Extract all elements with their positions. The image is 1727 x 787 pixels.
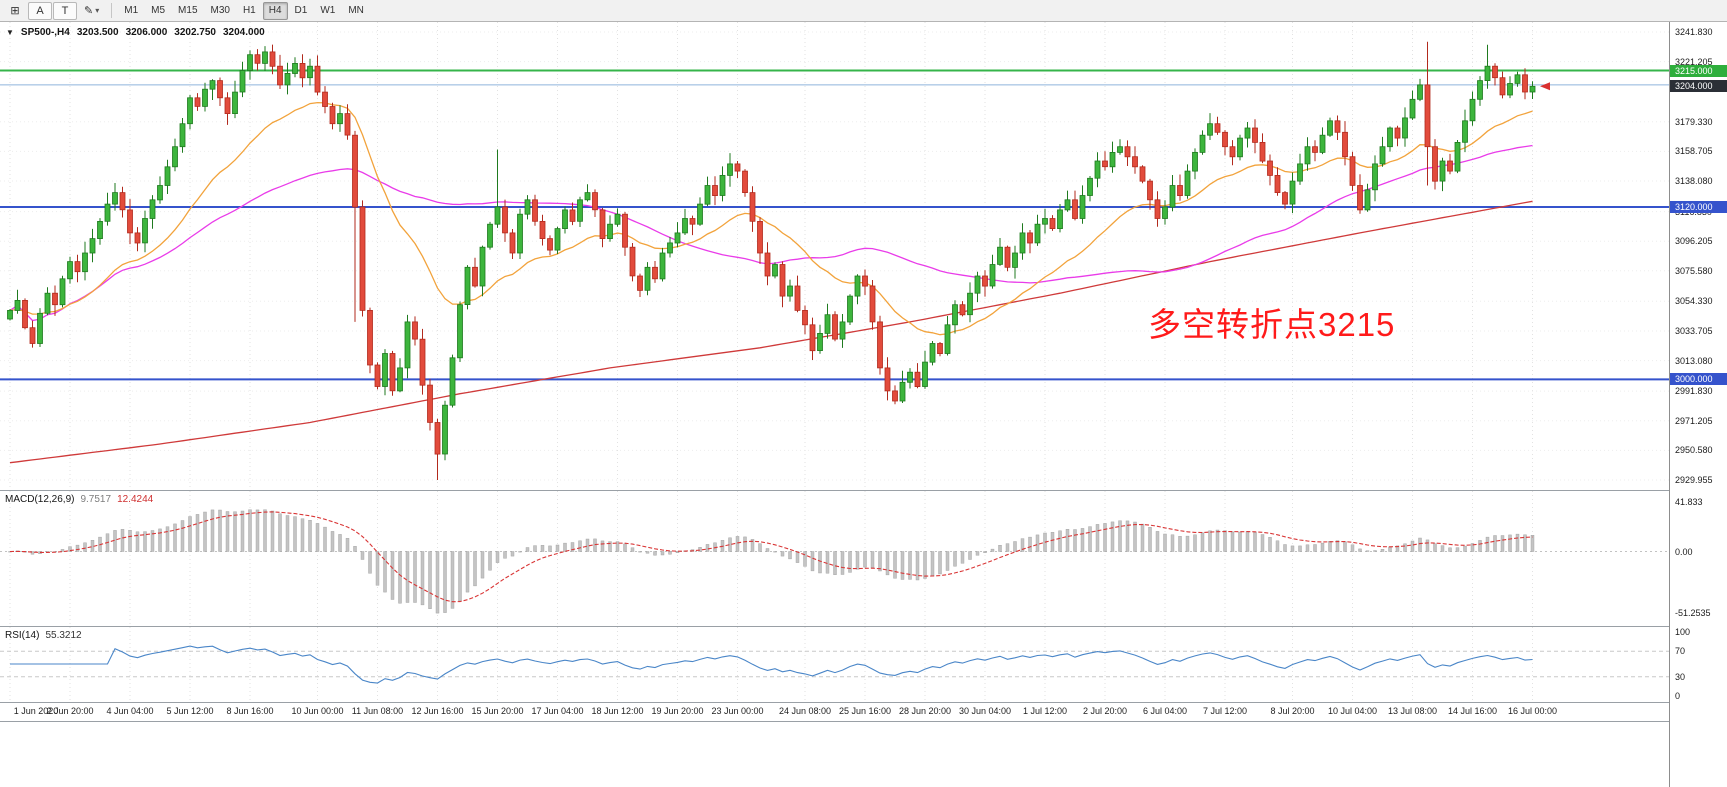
macd-name: MACD(12,26,9) xyxy=(5,494,75,505)
timeframe-button-mn[interactable]: MN xyxy=(348,5,364,16)
price-tick: 3033.705 xyxy=(1675,325,1713,336)
main-chart-canvas[interactable] xyxy=(0,22,1669,490)
ohlc-close: 3204.000 xyxy=(223,27,265,38)
macd-panel-canvas[interactable] xyxy=(0,491,1669,626)
time-axis-label: 4 Jun 04:00 xyxy=(106,706,154,716)
price-axis[interactable]: 3241.830 3221.205 3179.330 3158.705 3138.080… xyxy=(1669,0,1727,787)
time-axis-label: 1 Jun 2020 xyxy=(13,706,59,716)
time-axis-label: 1 Jul 12:00 xyxy=(1022,706,1068,716)
timeframe-button-m5[interactable]: M5 xyxy=(151,5,166,16)
window-bottom-area xyxy=(0,722,1727,787)
price-tick: 2929.955 xyxy=(1675,475,1713,485)
price-tick: 3013.080 xyxy=(1675,355,1713,366)
price-tick: 3075.580 xyxy=(1675,265,1713,276)
chevron-down-icon: ▾ xyxy=(95,6,100,15)
time-axis-label: 8 Jul 20:00 xyxy=(1270,706,1315,716)
panel-separator[interactable] xyxy=(0,490,1727,491)
time-axis-label: 23 Jun 00:00 xyxy=(711,706,764,716)
price-tick: 3054.330 xyxy=(1675,296,1713,307)
macd-axis-label: -51.2535 xyxy=(1675,607,1711,618)
rsi-panel-canvas[interactable] xyxy=(0,627,1669,702)
macd-main-value: 9.7517 xyxy=(80,494,112,505)
toolbar-separator xyxy=(111,3,113,18)
price-tick: 3241.830 xyxy=(1675,27,1713,37)
current-price-arrow xyxy=(1540,82,1550,91)
text-tool-icon: T xyxy=(61,4,69,17)
time-axis-label: 17 Jun 04:00 xyxy=(531,706,584,716)
price-label-3000: 3000.000 xyxy=(1670,373,1727,386)
rsi-name: RSI(14) xyxy=(5,630,40,641)
rsi-axis-label: 70 xyxy=(1675,646,1686,657)
panel-separator[interactable] xyxy=(0,626,1727,627)
timeframe-button-d1[interactable]: D1 xyxy=(294,5,308,16)
time-axis-label: 2 Jun 20:00 xyxy=(46,706,94,716)
time-axis-label: 14 Jul 16:00 xyxy=(1447,706,1498,716)
time-axis-label: 8 Jun 16:00 xyxy=(226,706,274,716)
panel-separator xyxy=(0,702,1727,703)
chart-header: ▼ SP500-,H4 3203.500 3206.000 3202.750 3… xyxy=(6,27,265,38)
timeframe-button-m15[interactable]: M15 xyxy=(178,5,198,16)
toolbar: ⊞ A T ✎ ▾ M1 M5 M15 M30 H1 H4 D1 W1 MN xyxy=(0,0,1727,22)
price-tick: 3221.205 xyxy=(1675,56,1713,67)
rsi-axis-label: 0 xyxy=(1675,691,1681,701)
time-axis-label: 25 Jun 16:00 xyxy=(838,706,892,716)
time-axis-label: 16 Jul 00:00 xyxy=(1507,706,1558,716)
timeframe-button-h1[interactable]: H1 xyxy=(242,5,256,16)
price-tick: 2991.830 xyxy=(1675,386,1713,397)
macd-label: MACD(12,26,9) 9.7517 12.4244 xyxy=(5,494,153,505)
ohlc-open: 3203.500 xyxy=(76,27,119,38)
ohlc-low: 3202.750 xyxy=(174,27,216,38)
time-axis-label: 11 Jun 08:00 xyxy=(351,706,404,716)
time-axis-label: 30 Jun 04:00 xyxy=(958,706,1012,716)
time-axis-label: 5 Jun 12:00 xyxy=(166,706,214,716)
macd-signal-value: 12.4244 xyxy=(117,494,154,505)
cursor-a-button[interactable]: A xyxy=(28,1,52,20)
price-tick: 3179.330 xyxy=(1675,116,1713,127)
macd-axis-label: 0.00 xyxy=(1675,546,1693,557)
timeframe-group: M1 M5 M15 M30 H1 H4 D1 W1 MN xyxy=(118,1,370,20)
time-axis-label: 13 Jul 08:00 xyxy=(1387,706,1438,716)
time-axis-label: 28 Jun 20:00 xyxy=(898,706,952,716)
rsi-axis-label: 100 xyxy=(1675,627,1691,637)
time-axis-label: 6 Jul 04:00 xyxy=(1142,706,1188,716)
time-axis-label: 24 Jun 08:00 xyxy=(778,706,832,716)
time-axis[interactable]: 1 Jun 2020 2 Jun 20:00 4 Jun 04:00 5 Jun 12… xyxy=(0,703,1669,721)
price-tick: 2971.205 xyxy=(1675,415,1713,426)
grid-icon: ⊞ xyxy=(10,5,20,17)
time-axis-label: 10 Jul 04:00 xyxy=(1327,706,1378,716)
price-tick: 3158.705 xyxy=(1675,146,1713,157)
price-label-3120: 3120.000 xyxy=(1670,201,1727,213)
draw-tool-icon: ✎ xyxy=(84,5,94,17)
time-axis-label: 18 Jun 12:00 xyxy=(591,706,644,716)
crosshair-grid-button[interactable]: ⊞ xyxy=(3,2,27,20)
ohlc-high: 3206.000 xyxy=(125,27,168,38)
timeframe-button-w1[interactable]: W1 xyxy=(320,5,336,16)
symbol-period-label: SP500-,H4 xyxy=(20,27,70,38)
time-axis-label: 2 Jul 20:00 xyxy=(1082,706,1128,716)
price-tick: 3096.205 xyxy=(1675,236,1713,247)
chart-annotation-text: 多空转折点3215 xyxy=(1148,306,1396,343)
price-tick: 3138.080 xyxy=(1675,176,1713,187)
rsi-value: 55.3212 xyxy=(45,630,82,641)
time-axis-label: 15 Jun 20:00 xyxy=(471,706,524,716)
cursor-a-icon: A xyxy=(36,4,44,17)
timeframe-button-m1[interactable]: M1 xyxy=(124,5,139,16)
macd-axis-label: 41.833 xyxy=(1675,496,1703,507)
draw-tool-button[interactable]: ✎ ▾ xyxy=(78,2,105,20)
bottom-separator xyxy=(0,721,1727,722)
timeframe-button-m30[interactable]: M30 xyxy=(210,5,230,16)
rsi-label: RSI(14) 55.3212 xyxy=(5,630,82,641)
time-axis-label: 19 Jun 20:00 xyxy=(651,706,704,716)
collapse-icon[interactable]: ▼ xyxy=(6,28,14,37)
timeframe-button-h4[interactable]: H4 xyxy=(262,1,288,20)
time-axis-label: 10 Jun 00:00 xyxy=(291,706,344,716)
rsi-axis-label: 30 xyxy=(1675,671,1686,682)
price-label-3215: 3215.000 xyxy=(1670,64,1727,77)
price-tick: 2950.580 xyxy=(1675,445,1713,456)
text-tool-button[interactable]: T xyxy=(53,1,77,20)
time-axis-label: 12 Jun 16:00 xyxy=(411,706,464,716)
time-axis-label: 7 Jul 12:00 xyxy=(1202,706,1248,716)
price-label-3204: 3204.000 xyxy=(1670,80,1727,93)
